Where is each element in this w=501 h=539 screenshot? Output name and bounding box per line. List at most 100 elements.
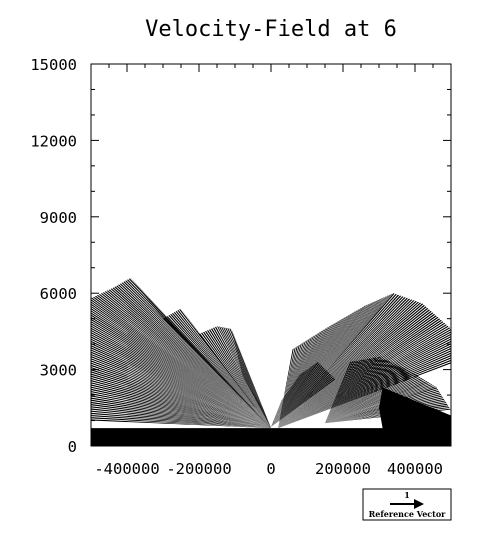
vector-streak-left [91, 397, 271, 429]
bottom-topography [91, 387, 451, 446]
vector-streak-left [91, 310, 271, 429]
vector-streak-right [278, 362, 451, 429]
vector-streak-right-lower [325, 381, 428, 424]
vector-streak-left [91, 342, 271, 429]
vector-streak-left [91, 406, 271, 429]
vector-streak-right-lower [325, 359, 363, 424]
vector-streak-right [278, 318, 441, 429]
vector-streak-left [245, 380, 271, 429]
vector-streak-center [271, 376, 333, 427]
vector-streak-right [278, 301, 417, 429]
bedrock-fill [91, 387, 451, 446]
vector-streak-left [114, 286, 272, 429]
vector-streak-center [271, 371, 305, 427]
vector-streak-left [232, 333, 271, 429]
vector-streak-right [278, 337, 312, 429]
vector-streak-left [91, 388, 271, 429]
vector-streak-left [243, 376, 271, 429]
vector-streak-left [98, 294, 271, 429]
vector-streak-left [207, 330, 271, 429]
vector-streak-right-lower [325, 357, 379, 424]
vector-streak-left [91, 380, 271, 429]
vector-streak-right [278, 343, 302, 429]
vector-streak-left [163, 318, 271, 429]
vector-streak-right-lower [325, 363, 395, 424]
vector-streak-left [91, 351, 271, 429]
vector-streak-center [271, 389, 290, 427]
vector-streak-right [278, 300, 377, 429]
vector-streak-center [271, 385, 293, 427]
vector-streak-right [278, 315, 437, 429]
y-axis-ticks: 0 3000 6000 9000 12000 15000 [30, 56, 451, 456]
y-tick-label: 6000 [40, 285, 77, 303]
y-tick-label: 0 [68, 438, 77, 456]
vector-streak-right-lower [325, 364, 398, 424]
vector-streak-right [278, 293, 397, 429]
vector-streak-left [106, 290, 271, 429]
vector-streak-center [271, 396, 285, 427]
vector-streak-right [278, 348, 294, 429]
vector-streak-right [278, 335, 451, 429]
vector-streak-left [250, 387, 271, 429]
vector-fans [91, 277, 451, 429]
vector-streak-left [96, 295, 272, 429]
vector-streak-left [91, 390, 271, 429]
vector-streak-left [91, 358, 271, 429]
vector-streak-left [94, 295, 271, 429]
vector-streak-center [271, 365, 314, 427]
vector-streak-left [91, 408, 271, 429]
vector-streak-right [278, 294, 391, 429]
vector-streak-left [240, 368, 271, 429]
vector-streak-left [91, 301, 271, 429]
vector-streak-right-lower [325, 361, 356, 424]
vector-streak-left [199, 333, 271, 429]
vector-streak-left [91, 347, 271, 429]
vector-streak-right-lower [325, 368, 406, 424]
vector-streak-left [91, 305, 271, 429]
vector-streak-left [242, 374, 271, 429]
vector-streak-center [271, 364, 321, 427]
vector-streak-left [91, 356, 271, 429]
vector-streak-left [247, 384, 271, 429]
vector-streak-left [91, 338, 271, 429]
vector-streak-left [91, 382, 271, 429]
vector-streak-right-lower [325, 382, 430, 424]
vector-streak-right [278, 297, 406, 429]
vector-streak-left [102, 292, 271, 429]
vector-streak-left [209, 329, 271, 429]
vector-streak-center [271, 377, 335, 427]
vector-streak-left [153, 306, 271, 429]
vector-streak-right [278, 312, 354, 429]
vector-streak-right [278, 293, 393, 429]
vector-streak-left [150, 303, 271, 429]
vector-streak-left [91, 345, 271, 429]
vector-streak-right-lower [325, 385, 435, 424]
x-tick-label: 0 [266, 460, 275, 478]
y-tick-label: 15000 [30, 56, 77, 74]
vector-streak-right [278, 306, 427, 429]
vector-streak-left [254, 395, 271, 429]
vector-streak-left [91, 318, 271, 429]
vector-streak-right-lower [325, 359, 365, 424]
vector-streak-left [234, 343, 271, 429]
vector-streak-left [112, 287, 271, 429]
vector-streak-right [278, 304, 368, 429]
vector-streak-left [91, 393, 271, 429]
vector-streak-right-lower [325, 369, 409, 424]
vector-streak-right-lower [325, 376, 421, 424]
vector-streak-left [91, 417, 271, 429]
vector-streak-left [91, 364, 271, 429]
vector-streak-left [239, 364, 271, 429]
vector-streak-center [271, 370, 327, 427]
vector-streak-right-lower [325, 360, 388, 424]
vector-streak-right-lower [325, 371, 413, 424]
vector-streak-center [271, 373, 331, 427]
reference-vector-label: Reference Vector [369, 509, 447, 519]
vector-streak-right-lower [325, 365, 400, 424]
vector-streak-left [136, 284, 271, 429]
vector-streak-left [253, 393, 271, 429]
vector-streak-left [91, 410, 271, 429]
vector-streak-right [278, 328, 451, 429]
vector-streak-left [91, 412, 271, 429]
